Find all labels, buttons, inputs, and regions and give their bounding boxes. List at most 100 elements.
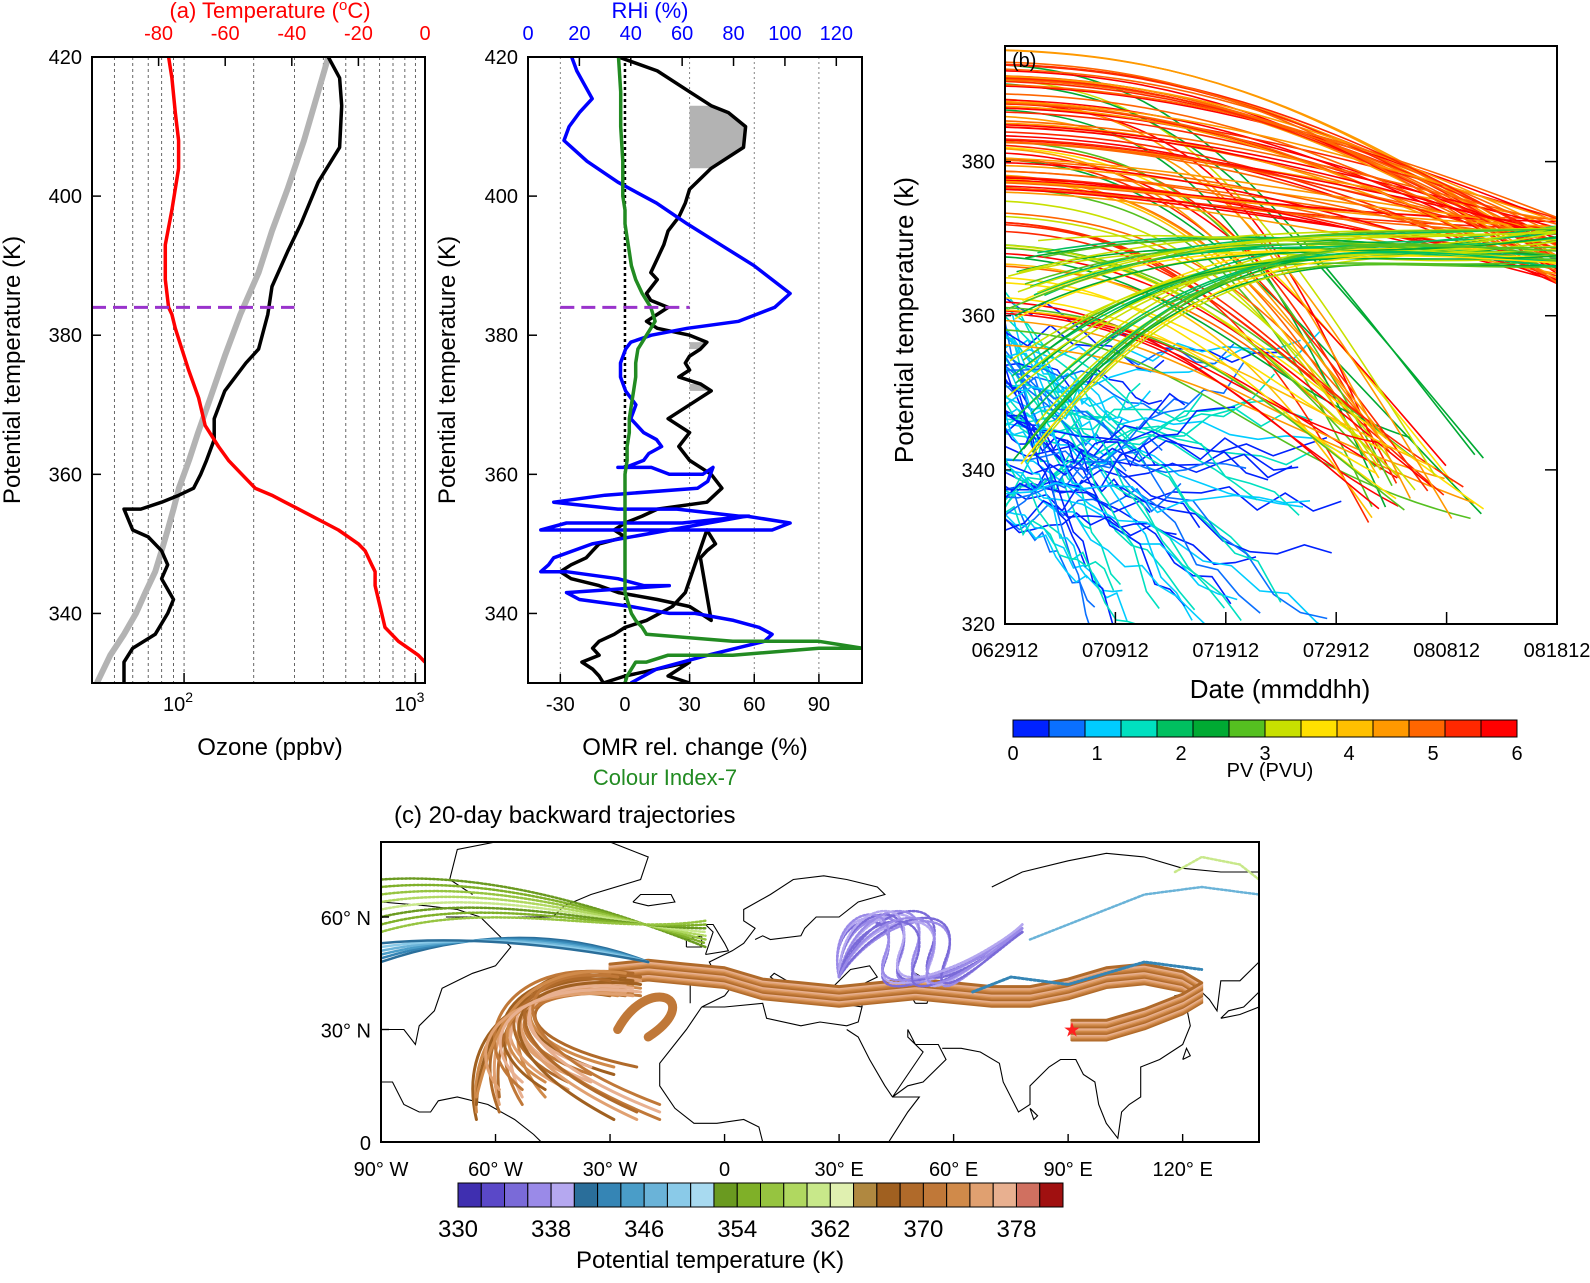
trajectory	[1005, 445, 1269, 481]
colorbar-swatch	[1015, 1182, 1041, 1208]
y-tick-label: 400	[49, 186, 82, 208]
colorbar-swatch	[597, 1182, 622, 1208]
temperature-tick-label: -40	[277, 23, 306, 45]
colorbar-swatch	[829, 1182, 855, 1208]
pv-tick-label: 4	[1343, 743, 1354, 765]
trajectory	[1005, 412, 1089, 579]
trajectory	[1014, 235, 1557, 317]
colorbar-swatch	[1264, 719, 1302, 738]
y-tick-label: 380	[485, 325, 518, 347]
rhi-tick-label: 40	[620, 23, 642, 45]
trajectory	[1005, 131, 1557, 281]
omr-line	[558, 57, 748, 683]
date-tick-label: 071912	[1192, 640, 1259, 662]
panel-a2: 340 360 380 400 420 -30 0 30 60 90 0 20 40 60 80 100 120…	[434, 0, 863, 790]
longitude-label: 60° E	[929, 1159, 978, 1181]
colorbar-swatch	[969, 1182, 994, 1208]
colour-index-line	[616, 57, 862, 683]
trajectory	[527, 984, 635, 1069]
rhi-tick-label: 80	[722, 23, 744, 45]
trajectory	[837, 909, 1024, 979]
omr-tick-label: -30	[546, 694, 575, 716]
trajectory	[1005, 138, 1557, 250]
pv-colorbar-label: PV (PVU)	[1227, 760, 1314, 782]
trajectory	[1005, 215, 1416, 491]
coastline	[704, 923, 730, 956]
colorbar-swatch	[1039, 1182, 1064, 1208]
trajectory	[381, 916, 707, 934]
omr-tick-label: 30	[678, 694, 700, 716]
panel-a-frame	[91, 56, 426, 684]
temperature-tick-label: -60	[211, 23, 240, 45]
y-tick-label: 320	[962, 614, 995, 636]
trajectory	[1005, 378, 1114, 624]
rhi-tick-label: 20	[568, 23, 590, 45]
theta-tick-label: 378	[996, 1216, 1036, 1243]
trajectory	[1005, 482, 1182, 531]
latitude-label: 0	[360, 1133, 371, 1155]
pv-tick-label: 0	[1007, 743, 1018, 765]
trajectory	[1005, 329, 1471, 520]
date-tick-label: 062912	[972, 640, 1039, 662]
trajectory	[971, 960, 1204, 994]
colorbar-swatch	[550, 1182, 575, 1208]
colorbar-swatch	[1192, 719, 1230, 738]
trajectory	[1005, 366, 1087, 492]
ozone-tick-label: 102	[163, 689, 193, 716]
colorbar-swatch	[876, 1182, 901, 1208]
trajectory	[1005, 221, 1464, 488]
trajectory	[1022, 259, 1557, 361]
omr-tick-label: 0	[619, 694, 630, 716]
trajectory	[531, 973, 662, 1106]
trajectory	[613, 992, 678, 1042]
coastline	[632, 893, 676, 907]
trajectory	[1005, 306, 1405, 511]
trajectory	[1005, 326, 1242, 621]
coastline	[1029, 1107, 1039, 1121]
rhi-tick-label: 100	[768, 23, 801, 45]
colorbar-swatch	[504, 1182, 529, 1208]
rhi-line	[539, 57, 792, 683]
rhi-tick-label: 0	[522, 23, 533, 45]
coastline	[1220, 989, 1259, 1019]
trajectory	[1005, 392, 1186, 499]
date-tick-label: 081812	[1524, 640, 1590, 662]
trajectory	[1005, 291, 1160, 609]
colorbar-swatch	[643, 1182, 668, 1208]
trajectory	[381, 906, 707, 930]
y-tick-label: 360	[49, 464, 82, 486]
pv-tick-label: 2	[1175, 743, 1186, 765]
colorbar-swatch	[1444, 719, 1482, 738]
trajectory	[1005, 77, 1557, 262]
trajectory	[1005, 513, 1128, 622]
colorbar-swatch	[783, 1182, 808, 1208]
colorbar-swatch	[527, 1182, 552, 1208]
pv-tick-label: 1	[1091, 743, 1102, 765]
temperature-tick-label: 0	[419, 23, 430, 45]
trajectory	[1005, 103, 1557, 284]
panel-c: (c) 20-day backward trajectories ★ 90° W…	[321, 802, 1260, 1274]
colorbar-swatch	[1120, 719, 1158, 738]
trajectory	[1005, 180, 1557, 228]
trajectory	[474, 970, 627, 1099]
trajectory	[1005, 221, 1384, 433]
trajectory	[1005, 276, 1397, 500]
trajectory	[1005, 105, 1557, 280]
trajectory	[1005, 120, 1557, 226]
map-ticks: 90° W 60° W 30° W 0 30° E 60° E 90° E 120° E 0 30…	[321, 908, 1213, 1181]
trajectory	[1005, 179, 1557, 223]
colorbar-swatch	[457, 1182, 482, 1208]
trajectory	[498, 988, 643, 1084]
trajectory	[1005, 244, 1398, 476]
panel-a-y-label: Potential temperature (K)	[0, 236, 26, 504]
theta-tick-label: 370	[903, 1216, 943, 1243]
longitude-label: 120° E	[1153, 1159, 1213, 1181]
trajectory	[1005, 354, 1252, 559]
trajectory	[1005, 436, 1328, 475]
date-tick-label: 072912	[1303, 640, 1370, 662]
coastline	[846, 1029, 921, 1142]
ozone-tick-label: 103	[394, 689, 424, 716]
trajectory	[1037, 231, 1557, 294]
colorbar-swatch	[899, 1182, 924, 1208]
